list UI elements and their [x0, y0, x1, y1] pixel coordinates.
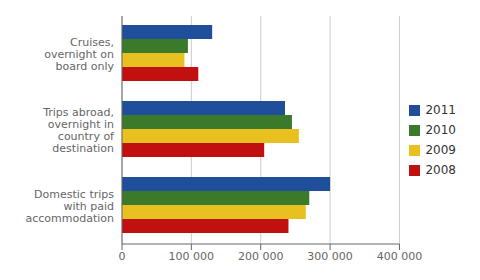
svg-text:Cruises,overnight onboard only: Cruises,overnight onboard only	[44, 36, 114, 73]
svg-text:Trips abroad,overnight incount: Trips abroad,overnight incountry ofdesti…	[42, 106, 115, 155]
svg-text:300 000: 300 000	[307, 250, 353, 263]
svg-text:0: 0	[119, 250, 126, 263]
html-text:2008: 2008	[425, 163, 456, 177]
svg-text:100 000: 100 000	[169, 250, 215, 263]
svg-text:200 000: 200 000	[238, 250, 284, 263]
svg-text:400 000: 400 000	[377, 250, 423, 263]
html-text:2011: 2011	[425, 103, 456, 117]
html-text:2010: 2010	[425, 123, 456, 137]
svg-text:Domestic tripswith paidaccommo: Domestic tripswith paidaccommodation	[25, 188, 114, 225]
html-text:2009: 2009	[425, 143, 456, 157]
